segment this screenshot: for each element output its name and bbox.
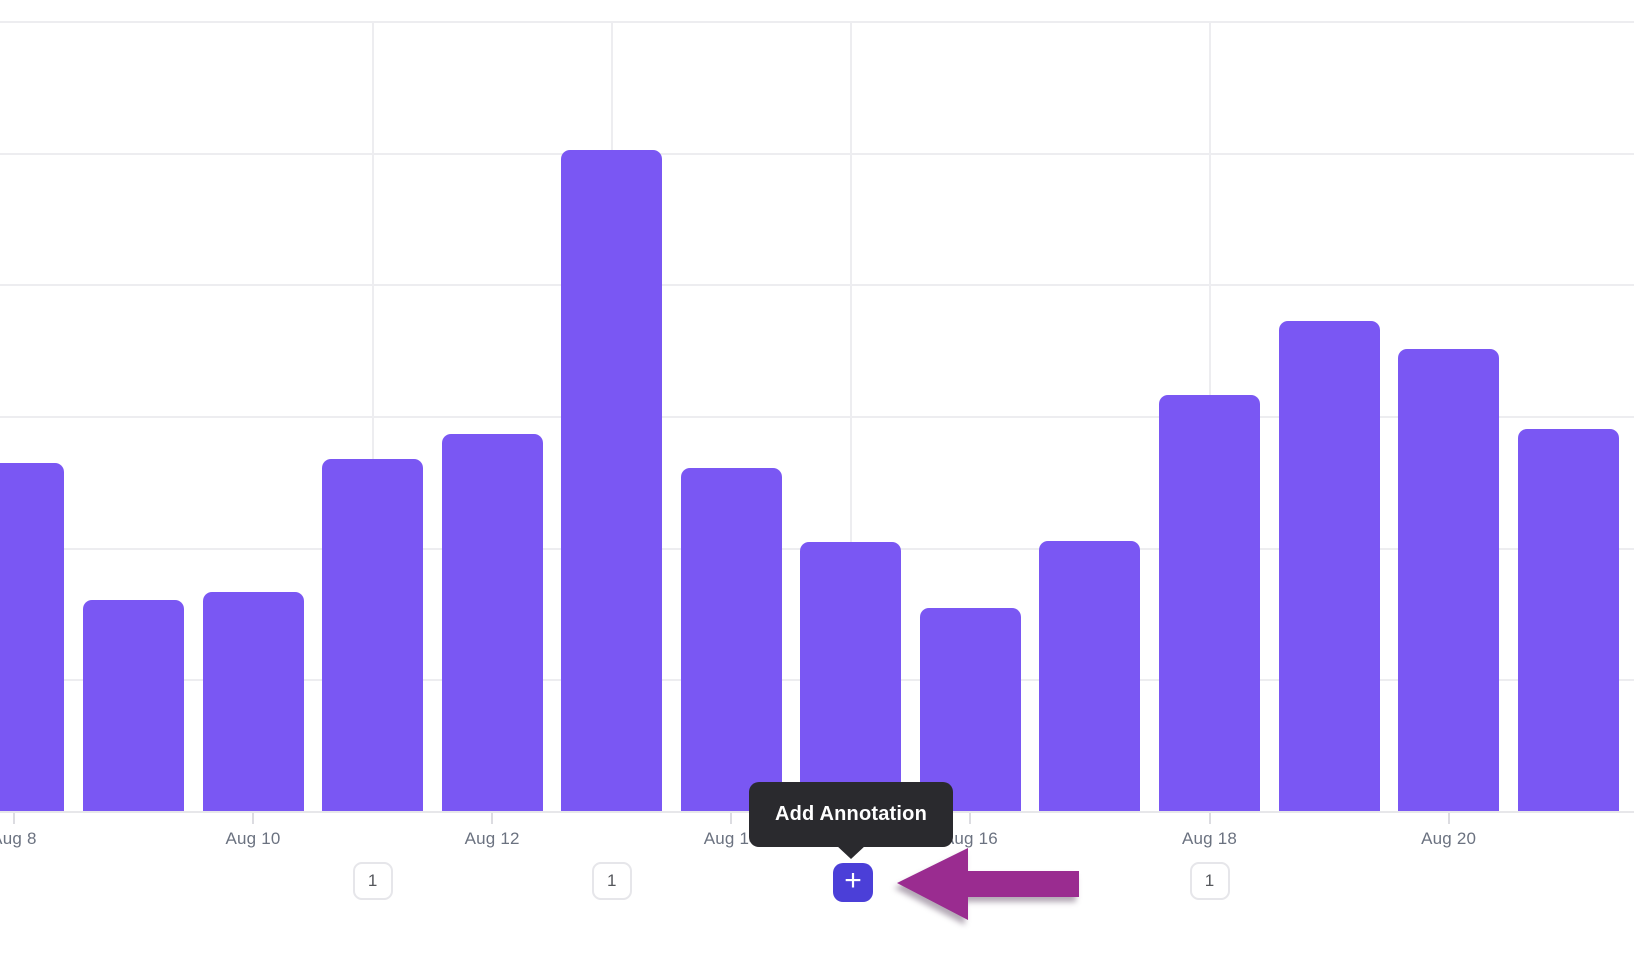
x-axis-tick-label: Aug 16 bbox=[942, 829, 998, 848]
annotation-count-badge[interactable]: 1 bbox=[1189, 862, 1230, 900]
horizontal-gridline bbox=[0, 416, 1634, 418]
bar[interactable] bbox=[919, 607, 1021, 812]
x-axis-tick bbox=[1447, 813, 1450, 824]
x-axis-tick bbox=[491, 813, 494, 824]
tooltip-pointer-triangle bbox=[836, 845, 866, 859]
x-axis-tick bbox=[730, 813, 733, 824]
x-axis-tick bbox=[12, 813, 15, 824]
x-axis-tick-label: Aug 12 bbox=[464, 829, 520, 848]
add-annotation-button[interactable]: + bbox=[833, 863, 873, 902]
bar[interactable] bbox=[202, 592, 304, 812]
x-axis-tick-label: Aug 20 bbox=[1421, 829, 1477, 848]
x-axis-tick bbox=[1208, 813, 1211, 824]
bottom-separator-divider bbox=[0, 946, 1634, 948]
bar[interactable] bbox=[1159, 394, 1260, 812]
bar[interactable] bbox=[322, 459, 424, 812]
add-annotation-tooltip: Add Annotation bbox=[749, 782, 953, 847]
x-axis-tick bbox=[969, 813, 972, 824]
annotation-count-badge[interactable]: 1 bbox=[591, 862, 632, 900]
x-axis-tick-label: Aug 18 bbox=[1181, 829, 1238, 848]
plus-icon: + bbox=[844, 864, 862, 897]
pointer-arrow-icon bbox=[897, 848, 1079, 920]
x-axis-tick-label: Aug 14 bbox=[703, 829, 759, 848]
horizontal-gridline bbox=[0, 152, 1634, 155]
add-annotation-tooltip-label: Add Annotation bbox=[774, 803, 928, 825]
bar[interactable] bbox=[1278, 320, 1380, 812]
bar[interactable] bbox=[82, 600, 184, 812]
bar[interactable] bbox=[441, 434, 543, 812]
x-axis-tick bbox=[252, 813, 255, 824]
bar[interactable] bbox=[0, 463, 65, 812]
bar[interactable] bbox=[1517, 428, 1619, 812]
bar[interactable] bbox=[800, 542, 902, 812]
x-axis-tick-label: Aug 10 bbox=[225, 829, 281, 848]
annotation-day-line bbox=[849, 22, 852, 812]
horizontal-gridline bbox=[0, 21, 1634, 23]
annotation-day-line bbox=[371, 22, 374, 812]
bar[interactable] bbox=[1398, 348, 1500, 812]
horizontal-gridline bbox=[0, 284, 1634, 287]
annotation-count-badge[interactable]: 1 bbox=[352, 862, 393, 900]
bar[interactable] bbox=[680, 468, 782, 812]
x-axis-tick-label: Aug 8 bbox=[0, 829, 37, 848]
bar[interactable] bbox=[561, 149, 663, 812]
bar[interactable] bbox=[1039, 540, 1141, 812]
